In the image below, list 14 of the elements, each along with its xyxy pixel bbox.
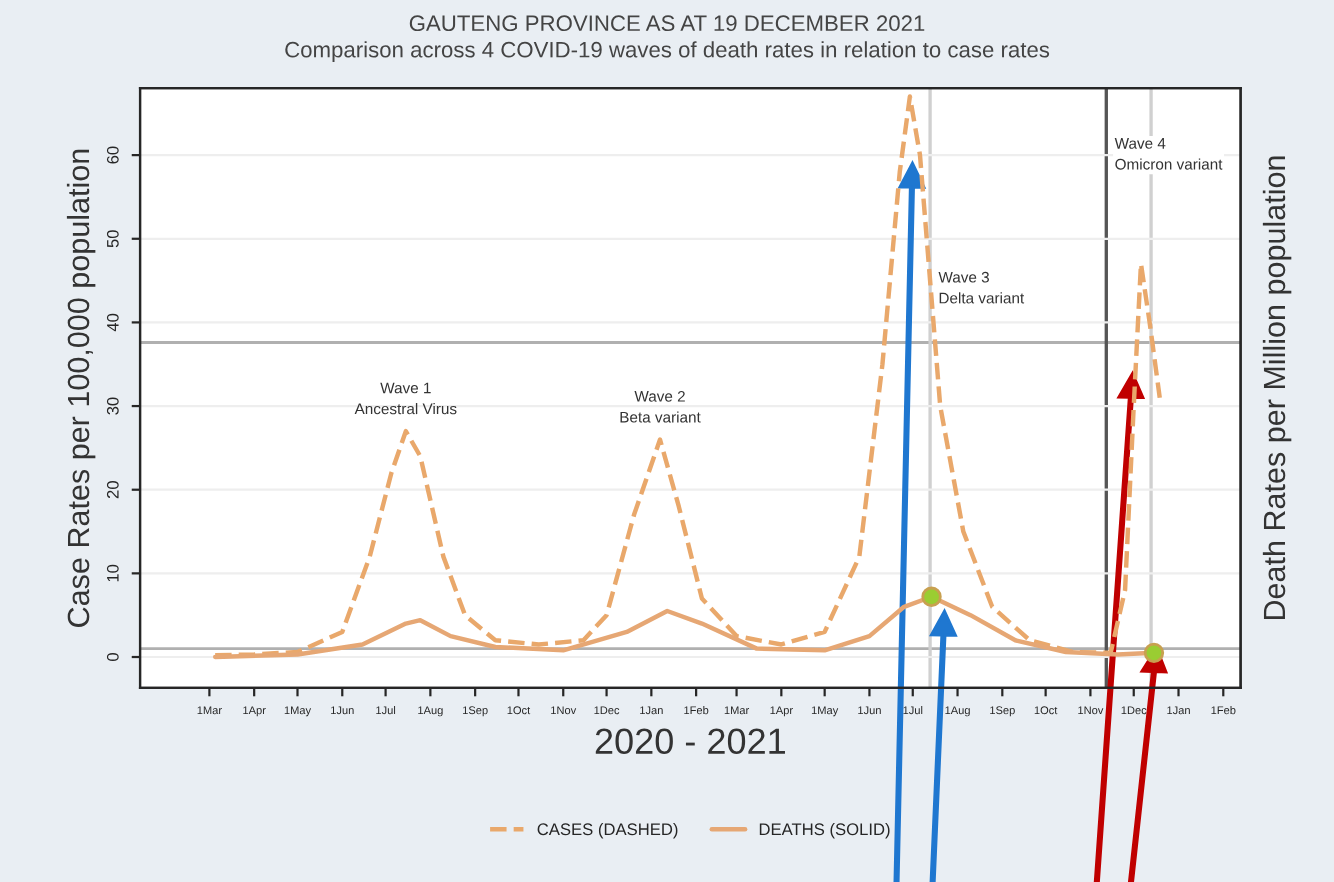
y-axis-title: Case Rates per 100,000 population	[66, 149, 96, 627]
chart-title: GAUTENG PROVINCE AS AT 19 DECEMBER 2021	[409, 15, 925, 32]
y-tick-label: 10	[106, 564, 119, 582]
y-tick-label: 0	[106, 653, 119, 661]
x-axis-title: 2020 - 2021	[595, 728, 785, 755]
y-tick-label: 30	[106, 397, 119, 415]
legend-label: CASES (DASHED)	[537, 822, 678, 839]
y-tick-label: 50	[106, 230, 119, 248]
y-tick-label: 40	[106, 313, 119, 332]
legend-label: DEATHS (SOLID)	[759, 822, 890, 839]
y-tick-label: 60	[106, 146, 119, 164]
chart-subtitle: Comparison across 4 COVID-19 waves of death rates in relation to case rates	[285, 41, 1050, 62]
y2-axis-title: Death Rates per Million population	[1262, 156, 1292, 620]
y-tick-label: 20	[106, 481, 119, 499]
